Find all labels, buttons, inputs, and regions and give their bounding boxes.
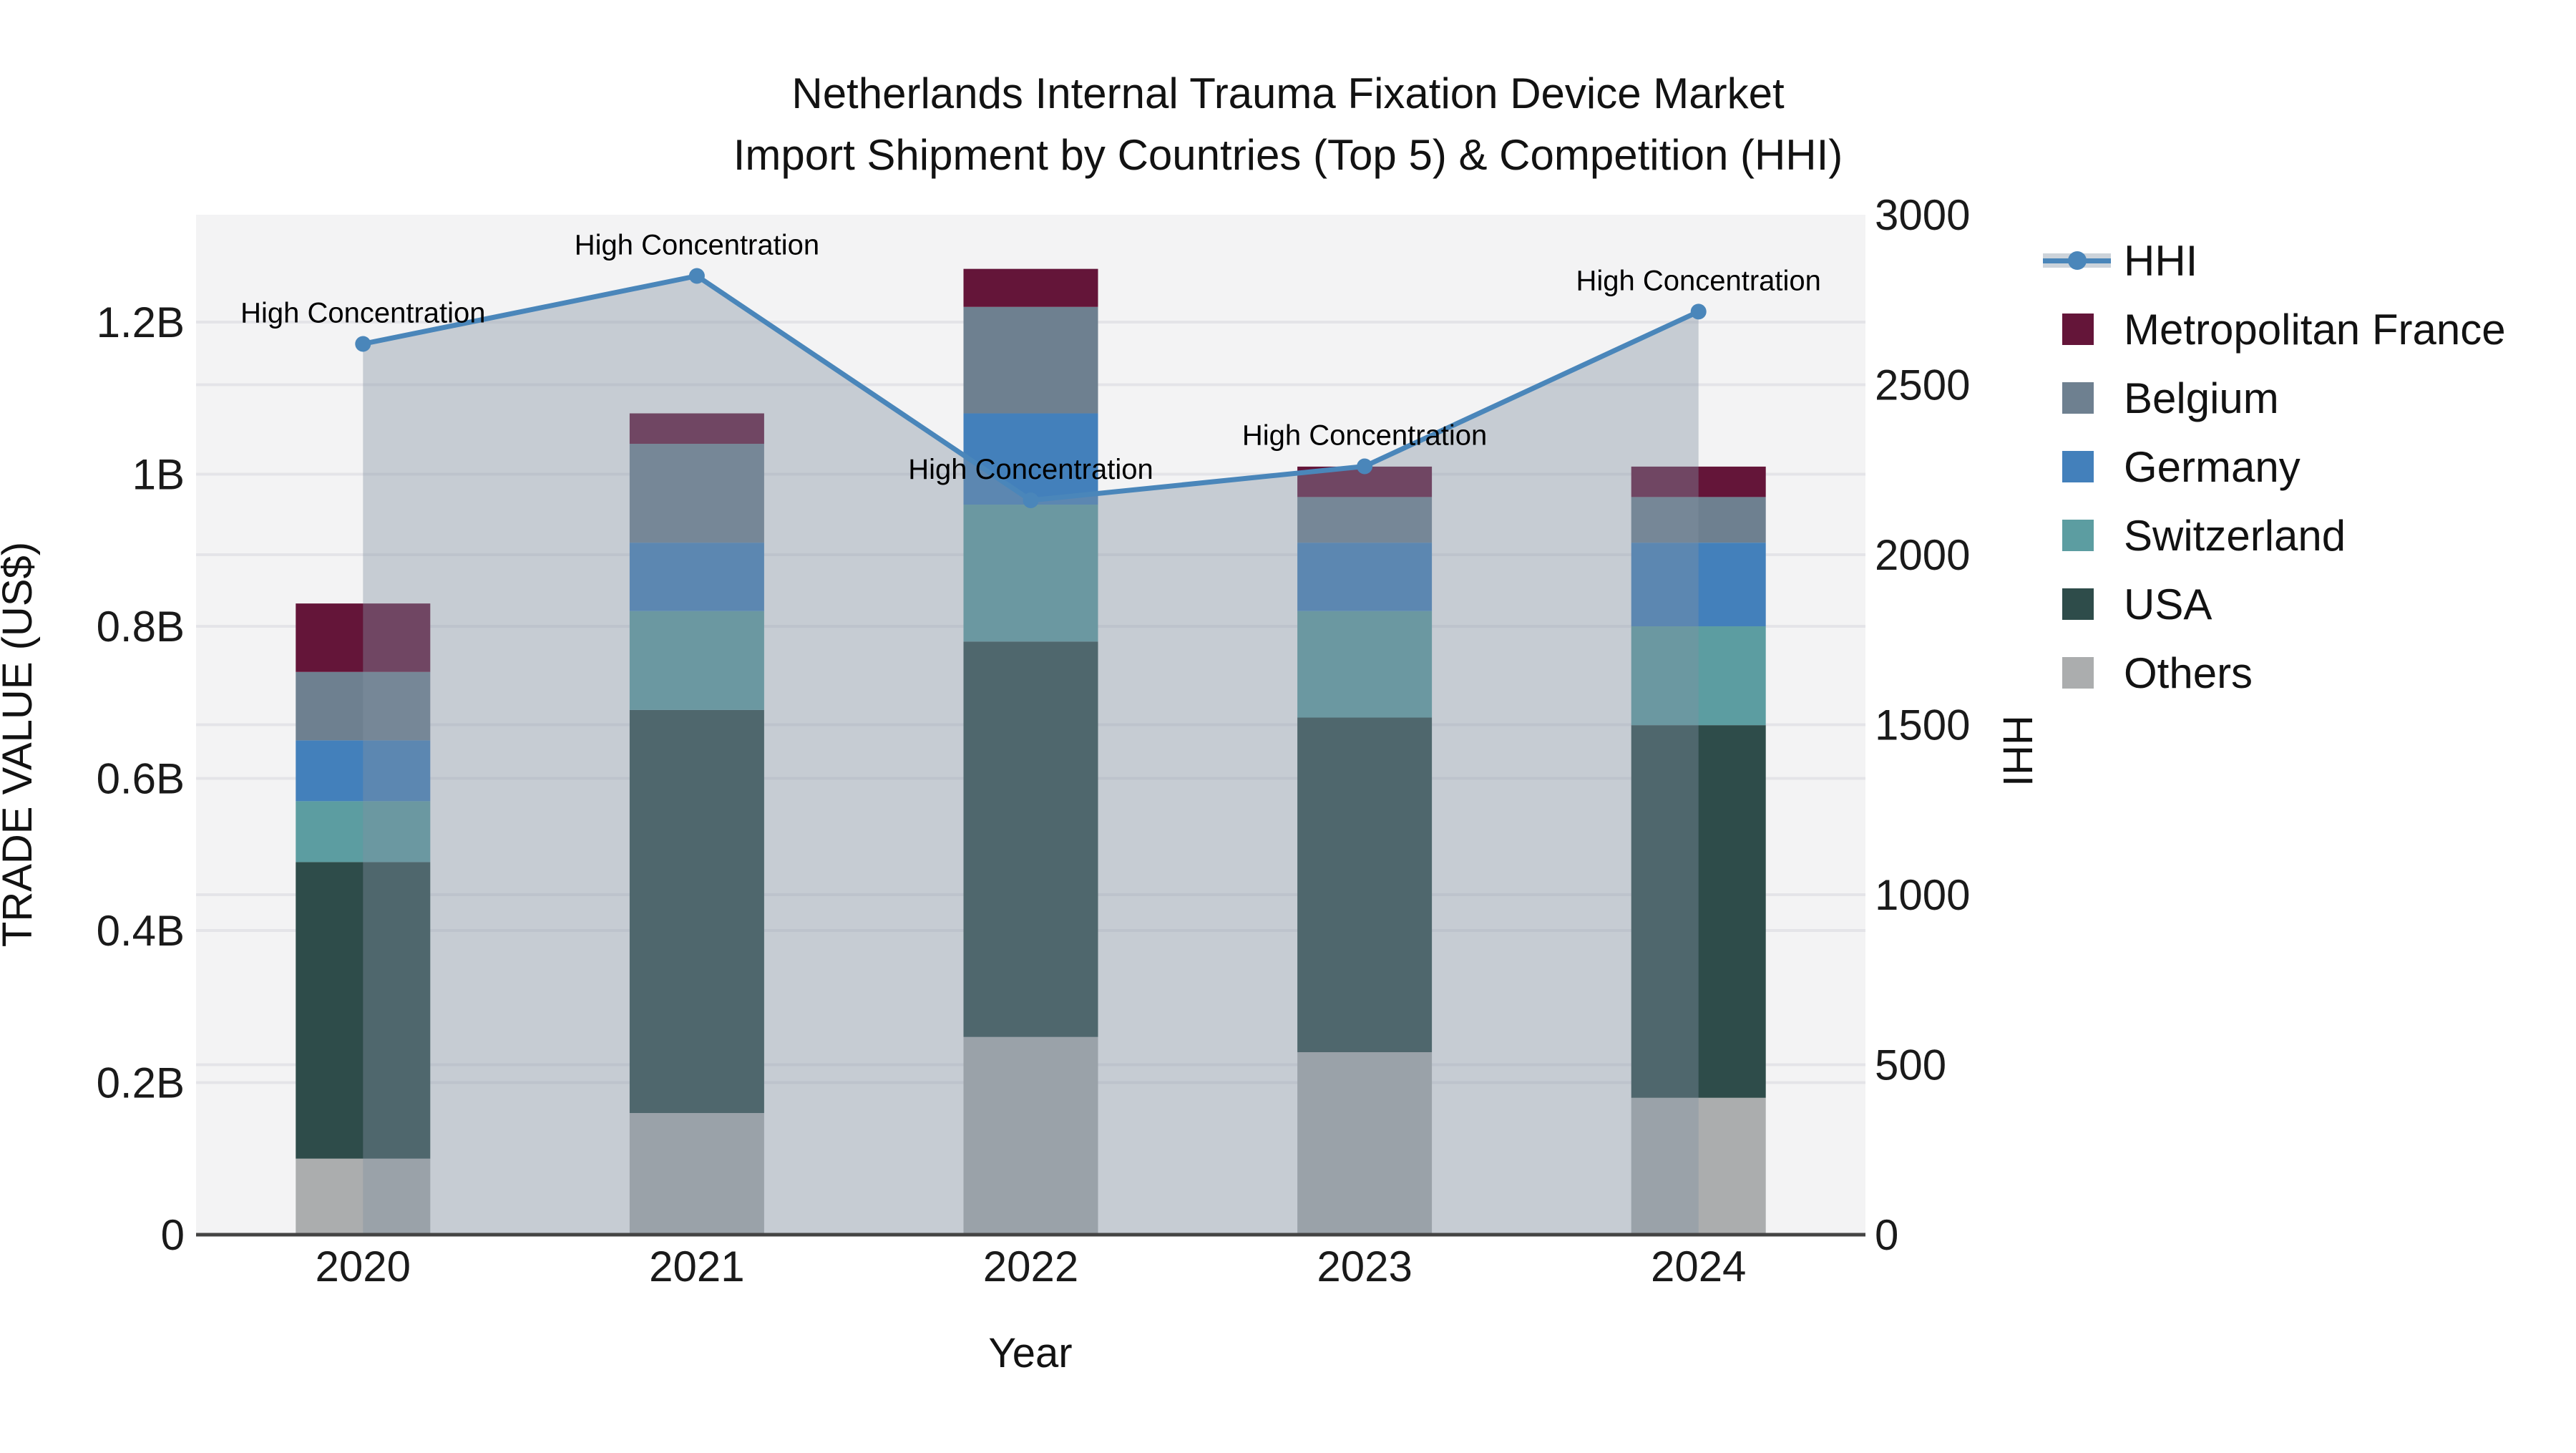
x-axis-title: Year [988,1330,1072,1376]
bar-segment-belgium-2024[interactable] [1631,497,1766,543]
legend-item-usa[interactable]: USA [2043,570,2506,638]
bar-segment-switzerland-2021[interactable] [629,611,764,710]
legend-item-belgium[interactable]: Belgium [2043,364,2506,432]
annotation-high-concentration-2020: High Concentration [240,298,485,329]
y-right-tick-500: 500 [1875,1041,1946,1089]
bars-layer [296,268,1766,1235]
x-tick-2024: 2024 [1651,1243,1746,1291]
y-right-tick-2000: 2000 [1875,531,1970,579]
bar-segment-usa-2020[interactable] [296,862,431,1159]
legend-swatch-metropolitan-france [2062,314,2094,345]
bar-segment-others-2023[interactable] [1297,1052,1433,1235]
y-left-axis-title: TRADE VALUE (US$) [0,542,41,947]
annotation-high-concentration-2024: High Concentration [1576,265,1820,296]
y-left-tick-1B: 1B [132,451,185,499]
bar-segment-switzerland-2020[interactable] [296,801,431,862]
hhi-marker-2024[interactable] [1690,303,1707,320]
legend-swatch-belgium [2062,382,2094,414]
chart-title-line2: Import Shipment by Countries (Top 5) & C… [733,131,1843,179]
bar-segment-others-2021[interactable] [629,1113,764,1235]
y-left-tick-0.4B: 0.4B [97,907,185,955]
hhi-marker-2021[interactable] [688,268,705,284]
legend-swatch-usa [2062,588,2094,620]
legend-swatch-others [2062,657,2094,689]
bar-segment-germany-2023[interactable] [1297,543,1433,611]
y-left-tick-0.8B: 0.8B [97,603,185,651]
legend-label-switzerland: Switzerland [2124,511,2346,560]
legend: HHI Metropolitan France Belgium Germany Swit… [2043,226,2506,707]
bar-segment-metropolitan-france-2020[interactable] [296,603,431,672]
bar-segment-switzerland-2022[interactable] [963,505,1098,642]
bar-segment-germany-2020[interactable] [296,740,431,802]
bar-segment-switzerland-2023[interactable] [1297,611,1433,718]
bar-segment-germany-2022[interactable] [963,413,1098,505]
annotation-high-concentration-2021: High Concentration [575,230,819,261]
bar-segment-metropolitan-france-2024[interactable] [1631,466,1766,497]
legend-item-germany[interactable]: Germany [2043,432,2506,501]
bar-segment-switzerland-2024[interactable] [1631,626,1766,726]
hhi-marker-2022[interactable] [1023,492,1039,508]
hhi-area-layer [363,276,1699,1235]
legend-label-germany: Germany [2124,442,2301,491]
bar-segment-germany-2021[interactable] [629,543,764,611]
bar-segment-belgium-2023[interactable] [1297,497,1433,543]
y-left-tick-1.2B: 1.2B [97,298,185,346]
bar-segment-others-2022[interactable] [963,1036,1098,1235]
bar-segment-others-2024[interactable] [1631,1097,1766,1235]
bar-segment-others-2020[interactable] [296,1158,431,1235]
hhi-line-layer [355,268,1707,508]
hhi-area [363,276,1699,1235]
annotation-high-concentration-2022: High Concentration [908,454,1153,485]
annotation-high-concentration-2023: High Concentration [1242,420,1487,452]
y-left-tick-0.6B: 0.6B [97,755,185,803]
hhi-marker-2020[interactable] [355,336,371,352]
legend-item-hhi[interactable]: HHI [2043,226,2506,295]
hhi-line-legend-sample [2043,251,2111,270]
bar-segment-usa-2022[interactable] [963,641,1098,1037]
y-right-axis-title: HHI [1994,715,2041,787]
y-left-tick-0.2B: 0.2B [97,1059,185,1107]
x-tick-2021: 2021 [649,1243,744,1291]
legend-label-belgium: Belgium [2124,374,2279,422]
bar-segment-usa-2021[interactable] [629,709,764,1114]
legend-label-usa: USA [2124,580,2212,628]
y-right-tick-2500: 2500 [1875,361,1970,409]
bar-segment-belgium-2020[interactable] [296,671,431,741]
hhi-line-legend-marker [2067,251,2087,270]
legend-label-others: Others [2124,648,2253,697]
bar-segment-germany-2024[interactable] [1631,543,1766,627]
legend-swatch-switzerland [2062,520,2094,551]
legend-item-others[interactable]: Others [2043,638,2506,707]
hhi-marker-2023[interactable] [1357,458,1373,475]
legend-label-hhi: HHI [2124,236,2198,285]
bar-segment-usa-2023[interactable] [1297,717,1433,1053]
legend-label-metropolitan-france: Metropolitan France [2124,305,2506,354]
legend-swatch-germany [2062,451,2094,482]
chart-title-line1: Netherlands Internal Trauma Fixation Dev… [791,69,1785,117]
y-right-tick-0: 0 [1875,1211,1898,1259]
bar-segment-usa-2024[interactable] [1631,725,1766,1098]
bar-segment-belgium-2022[interactable] [963,306,1098,414]
x-tick-2022: 2022 [983,1243,1078,1291]
annotations-layer: High Concentration High Concentration High… [240,230,1821,486]
y-right-tick-1500: 1500 [1875,701,1970,749]
bar-segment-metropolitan-france-2021[interactable] [629,413,764,444]
bar-segment-metropolitan-france-2022[interactable] [963,268,1098,307]
x-tick-2020: 2020 [316,1243,411,1291]
tick-labels-layer: 0 0.2B 0.4B 0.6B 0.8B 1B 1.2B 0 500 1000 1500 2000 2… [97,191,1971,1291]
bar-segment-belgium-2021[interactable] [629,444,764,543]
y-right-tick-1000: 1000 [1875,871,1970,919]
legend-item-switzerland[interactable]: Switzerland [2043,501,2506,570]
y-right-tick-3000: 3000 [1875,191,1970,239]
y-left-tick-0: 0 [161,1211,185,1259]
legend-item-metropolitan-france[interactable]: Metropolitan France [2043,295,2506,364]
x-tick-2023: 2023 [1317,1243,1412,1291]
